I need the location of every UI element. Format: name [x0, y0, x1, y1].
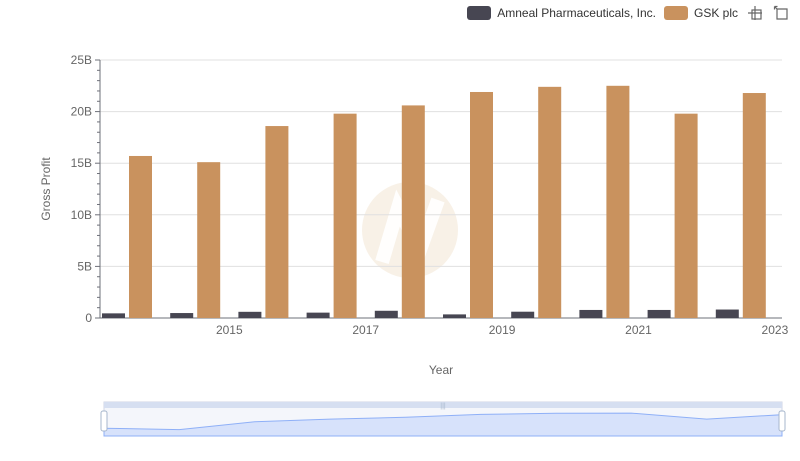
bar-amneal[interactable] [647, 309, 671, 318]
bar-gsk[interactable] [470, 91, 493, 318]
restore-icon[interactable] [772, 4, 790, 22]
y-tick-label: 25B [71, 53, 92, 67]
bar-gsk[interactable] [538, 86, 562, 318]
zoom-slider-right-handle[interactable] [778, 410, 786, 432]
x-tick-label: 2017 [352, 323, 379, 337]
y-tick-label: 10B [71, 208, 92, 222]
x-tick-label: 2021 [625, 323, 652, 337]
y-tick-label: 20B [71, 105, 92, 119]
bar-amneal[interactable] [102, 313, 125, 318]
bar-gsk[interactable] [674, 113, 698, 318]
bar-gsk[interactable] [333, 113, 357, 318]
zoom-slider-top-bar [104, 402, 782, 408]
bar-amneal[interactable] [170, 313, 194, 318]
zoom-icon[interactable] [746, 4, 764, 22]
bar-amneal[interactable] [511, 311, 535, 318]
legend-label-amneal: Amneal Pharmaceuticals, Inc. [497, 6, 656, 20]
legend-item-amneal[interactable]: Amneal Pharmaceuticals, Inc. [467, 6, 656, 20]
bar-gsk[interactable] [265, 126, 289, 318]
x-tick-label: 2015 [216, 323, 243, 337]
zoom-slider-left-handle[interactable] [100, 410, 108, 432]
y-tick-label: 5B [77, 259, 92, 273]
bar-gsk[interactable] [401, 105, 425, 319]
legend-item-gsk[interactable]: GSK plc [663, 6, 738, 20]
x-tick-label: 2019 [489, 323, 516, 337]
legend-swatch-amneal [467, 6, 492, 20]
y-tick-label: 0 [85, 311, 92, 325]
zoom-slider-grip[interactable]: ||| [440, 403, 446, 410]
y-tick-label: 15B [71, 156, 92, 170]
bar-gsk[interactable] [197, 162, 221, 318]
bar-gsk[interactable] [606, 85, 630, 318]
x-axis-title: Year [429, 363, 453, 377]
chart-legend: Amneal Pharmaceuticals, Inc. GSK plc [467, 4, 790, 22]
bar-amneal[interactable] [238, 311, 262, 318]
bar-amneal[interactable] [374, 310, 398, 318]
bar-gsk[interactable] [129, 155, 152, 318]
legend-label-gsk: GSK plc [693, 6, 738, 20]
y-axis-title: Gross Profit [39, 157, 53, 221]
bar-amneal[interactable] [443, 314, 466, 318]
bar-amneal[interactable] [715, 309, 739, 318]
bar-gsk[interactable] [742, 93, 766, 318]
x-tick-label: 2023 [762, 323, 789, 337]
bar-amneal[interactable] [579, 309, 603, 318]
legend-swatch-gsk [663, 6, 688, 20]
bar-amneal[interactable] [306, 312, 330, 318]
